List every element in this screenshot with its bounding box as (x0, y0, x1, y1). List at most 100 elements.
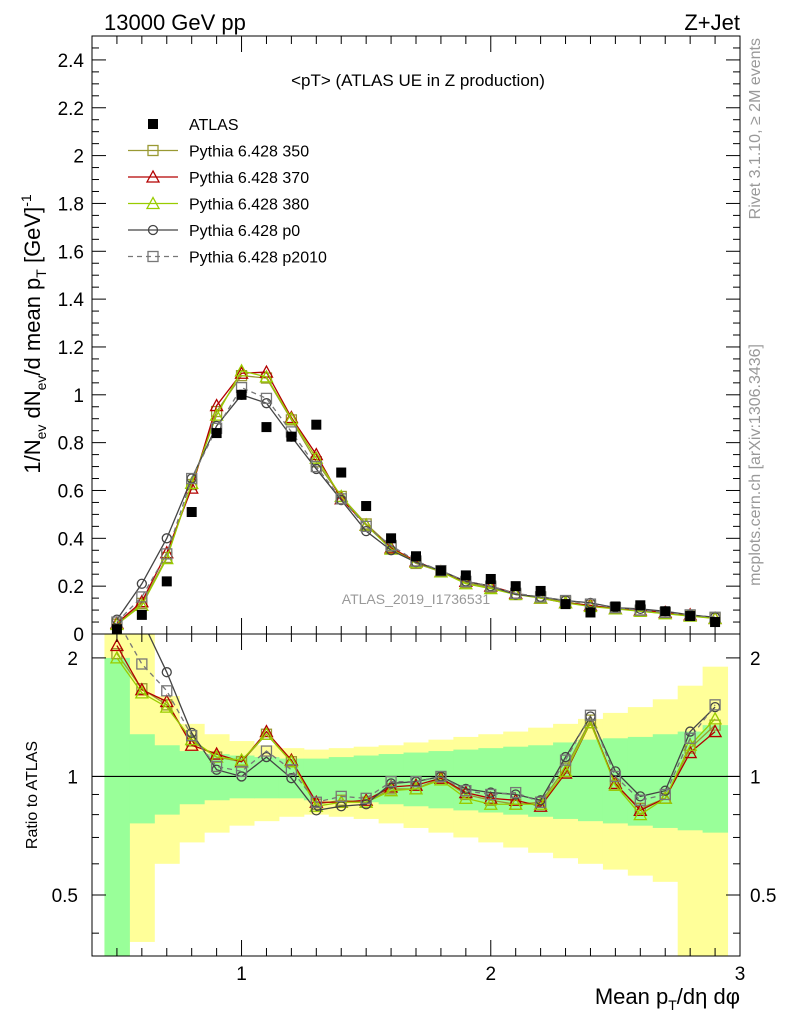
legend-item-pythia-6-428-370: Pythia 6.428 370 (128, 169, 309, 187)
legend-marker (145, 169, 161, 183)
series-pythia-6-428-380-point (284, 411, 299, 425)
series-atlas-point (161, 576, 172, 587)
ratio-series-pythia-6-428-p2010-point (559, 754, 572, 766)
ratio-series-pythia-6-428-380-point (234, 752, 249, 766)
legend-item-pythia-6-428-p2010: Pythia 6.428 p2010 (128, 250, 327, 267)
series-atlas-point (435, 565, 446, 576)
series-pythia-6-428-p2010-point (136, 591, 148, 603)
series-pythia-6-428-370-line (116, 371, 716, 624)
series-atlas-point (635, 600, 646, 611)
legend-item-atlas: ATLAS (148, 117, 239, 134)
series-atlas-point (211, 428, 222, 439)
legend-marker (147, 224, 159, 236)
series-atlas-point (560, 599, 571, 610)
plot-title: <pT> (ATLAS UE in Z production) (291, 71, 545, 90)
ratio-y-tick-label-right: 2 (750, 649, 761, 670)
ratio-y-axis-title: Ratio to ATLAS (24, 741, 41, 849)
ratio-series-pythia-6-428-370-point (558, 765, 573, 779)
series-atlas-point (535, 585, 546, 596)
series-pythia-6-428-380-point (458, 576, 473, 590)
ratio-band-inner-bin (453, 749, 479, 811)
ratio-series-pythia-6-428-380-point (558, 764, 573, 778)
legend: ATLAS Pythia 6.428 350 Pythia 6.428 370 Pyt… (128, 117, 327, 267)
ratio-series-pythia-6-428-p2010-point (659, 788, 671, 801)
ratio-series-pythia-6-428-370-point (209, 746, 224, 760)
series-pythia-6-428-p2010-point (310, 460, 322, 473)
ratio-series-pythia-6-428-380-point (284, 754, 299, 768)
ratio-series-pythia-6-428-370-point (608, 776, 623, 790)
series-pythia-6-428-370-point (134, 594, 149, 608)
ratio-series-pythia-6-428-380-point (633, 807, 648, 821)
ratio-series-pythia-6-428-p2010-point (460, 785, 472, 797)
series-pythia-6-428-370-point (209, 398, 224, 412)
legend-label: Pythia 6.428 350 (189, 144, 309, 161)
side-text-bottom: mcplots.cern.ch [arXiv:1306.3436] (747, 344, 764, 586)
analysis-watermark: ATLAS_2019_I1736531 (342, 591, 491, 607)
ratio-band-inner-bin (627, 736, 654, 826)
ratio-series-pythia-6-428-p2010-point (335, 790, 347, 803)
y-tick-label: 0.8 (58, 434, 84, 455)
y-tick-label: 1.2 (58, 338, 84, 359)
ratio-series-pythia-6-428-370-line (116, 645, 716, 812)
series-atlas-point (585, 607, 596, 618)
ratio-series-pythia-6-428-370-point (483, 790, 498, 804)
ratio-series-pythia-6-428-p2010-point (634, 794, 646, 806)
series-atlas-point (386, 533, 397, 544)
ratio-series-pythia-6-428-p2010-point (310, 796, 322, 808)
legend-label: Pythia 6.428 380 (189, 197, 309, 214)
y-tick-label: 1.8 (58, 194, 84, 215)
series-pythia-6-428-p2010-point (186, 472, 198, 485)
ratio-series-pythia-6-428-380-point (658, 790, 673, 804)
svg-text:1/Nev dNev/d mean pT [GeV]-1: 1/Nev dNev/d mean pT [GeV]-1 (18, 194, 49, 474)
main-plot-marks (109, 363, 723, 634)
ratio-y-tick-label: 1 (67, 767, 78, 788)
series-pythia-6-428-380-point (184, 475, 199, 489)
ratio-series-pythia-6-428-380-point (184, 732, 199, 746)
series-atlas-point (261, 422, 272, 433)
ratio-series-pythia-6-428-370-point (259, 724, 274, 738)
ratio-plot-marks (92, 634, 740, 956)
series-pythia-6-428-380-point (309, 450, 324, 464)
ratio-series-pythia-6-428-p0-point (261, 751, 272, 763)
series-pythia-6-428-p2010-point (360, 520, 372, 533)
y-tick-label: 0 (73, 625, 84, 646)
series-atlas-point (336, 467, 347, 478)
series-pythia-6-428-370-point (234, 365, 249, 379)
series-pythia-6-428-350-line (116, 374, 716, 625)
ratio-series-pythia-6-428-380-point (608, 777, 623, 791)
series-pythia-6-428-380-line (116, 370, 716, 625)
ratio-band-inner-bin (104, 657, 130, 956)
series-atlas-point (136, 609, 147, 620)
series-atlas-point (485, 573, 496, 584)
series-pythia-6-428-p2010-point (161, 548, 173, 560)
main-y-axis-title: 1/Nev dNev/d mean pT [GeV]-1 (18, 194, 49, 474)
ratio-series-pythia-6-428-380-point (683, 737, 698, 751)
series-pythia-6-428-p2010-line (116, 386, 716, 623)
series-atlas-point (660, 606, 671, 617)
ratio-series-pythia-6-428-p2010-point (161, 685, 173, 697)
series-pythia-6-428-380-point (234, 363, 249, 377)
ratio-band-inner-bin (179, 751, 205, 805)
ratio-series-pythia-6-428-380-point (383, 783, 399, 797)
x-tick-label: 3 (735, 964, 746, 985)
series-atlas-point (186, 507, 197, 518)
series-atlas-point (411, 551, 421, 562)
ratio-series-pythia-6-428-p2010-point (584, 709, 597, 721)
legend-marker (145, 196, 161, 210)
ratio-band-inner-bin (154, 745, 180, 815)
series-atlas-point (610, 601, 621, 612)
series-atlas-point (361, 501, 372, 512)
ratio-series-pythia-6-428-p2010-point (410, 776, 422, 788)
main-x-axis-ticks (91, 36, 741, 634)
legend-item-pythia-6-428-p0: Pythia 6.428 p0 (128, 223, 300, 240)
ratio-series-pythia-6-428-380-point (408, 781, 424, 795)
ratio-y-tick-label-right: 0.5 (750, 886, 776, 907)
series-atlas-point (236, 389, 247, 400)
ratio-band-inner-bin (702, 725, 729, 833)
series-pythia-6-428-380-point (209, 407, 224, 421)
ratio-band-inner-bin (129, 734, 155, 824)
ratio-x-axis-ticks: 1 2 3 (91, 634, 746, 985)
ratio-series-pythia-6-428-p2010-point (709, 699, 721, 711)
ratio-series-pythia-6-428-370-point (109, 638, 125, 652)
ratio-series-pythia-6-428-p2010-point (360, 792, 372, 804)
